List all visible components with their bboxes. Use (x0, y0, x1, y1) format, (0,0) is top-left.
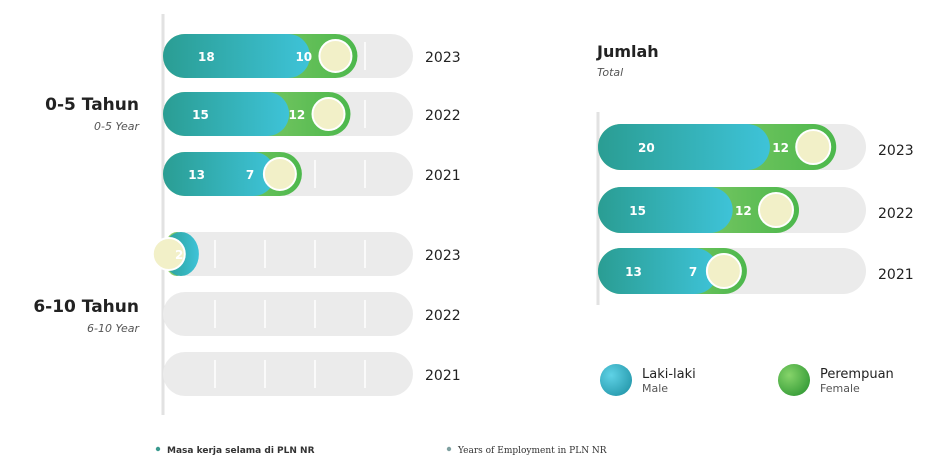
footnote-text-1: Years of Employment in PLN NR (457, 446, 607, 456)
group-label-1: 6-10 Tahun (33, 297, 139, 317)
right-r0-end-knob (795, 129, 832, 165)
year-label: 2023 (425, 50, 461, 66)
right-r1-end-knob (758, 192, 794, 228)
left-g0-r1-female-value: 12 (289, 108, 306, 122)
legend-male-sublabel: Male (642, 382, 668, 395)
left-g1-r1-track (163, 292, 413, 336)
legend-male-swatch (600, 364, 632, 396)
left-g1-r0-male-value: 2 (175, 248, 183, 262)
legend-female-swatch (778, 364, 810, 396)
group-sublabel-0: 0-5 Year (94, 120, 140, 133)
left-g0-r1-end-knob (311, 97, 346, 131)
left-g0-r2-male-bar (163, 152, 276, 196)
right-r0-male-bar (598, 124, 770, 170)
right-r1-female-value: 12 (735, 204, 752, 218)
left-g1-r0-female-value: 2 (135, 248, 143, 262)
left-g1-r2-track (163, 352, 413, 396)
left-g0-r0-end-knob (318, 39, 353, 73)
left-g0-r0-male-bar (163, 34, 310, 78)
right-r2-end-knob (705, 253, 742, 289)
left-g0-r2-end-knob (262, 157, 297, 191)
year-label: 2021 (425, 368, 461, 384)
left-g0-r1-male-value: 15 (192, 108, 209, 122)
footnote-text-0: Masa kerja selama di PLN NR (167, 446, 315, 456)
footnote-bullet (155, 446, 161, 452)
left-g0-r2-male-value: 13 (188, 168, 205, 182)
year-label: 2022 (425, 308, 461, 324)
legend-male-label: Laki-laki (642, 367, 696, 382)
right-r2-female-value: 7 (689, 265, 697, 279)
right-r1-male-bar (598, 187, 733, 233)
year-label: 2023 (425, 248, 461, 264)
left-g0-r1-male-bar (163, 92, 290, 136)
right-r1-male-value: 15 (629, 204, 646, 218)
right-r2-male-value: 13 (625, 265, 642, 279)
year-label: 2022 (878, 206, 914, 222)
left-g0-r2-female-value: 7 (246, 168, 254, 182)
left-g1-r0-end-knob (151, 237, 186, 271)
right-r0-female-value: 12 (772, 141, 789, 155)
year-label: 2021 (878, 267, 914, 283)
year-label: 2023 (878, 143, 914, 159)
left-g0-r0-female-value: 10 (295, 50, 312, 64)
right-r0-male-value: 20 (638, 141, 655, 155)
year-label: 2022 (425, 108, 461, 124)
group-label-0: 0-5 Tahun (45, 95, 139, 115)
footnote-bullet (446, 446, 452, 452)
group-sublabel-1: 6-10 Year (87, 322, 140, 335)
total-subtitle: Total (597, 66, 623, 79)
legend-female-sublabel: Female (820, 382, 860, 395)
left-g0-r0-male-value: 18 (198, 50, 215, 64)
legend-female-label: Perempuan (820, 367, 894, 382)
total-title: Jumlah (596, 42, 659, 61)
right-r2-male-bar (598, 248, 718, 294)
left-g1-r0-track (163, 232, 413, 276)
year-label: 2021 (425, 168, 461, 184)
